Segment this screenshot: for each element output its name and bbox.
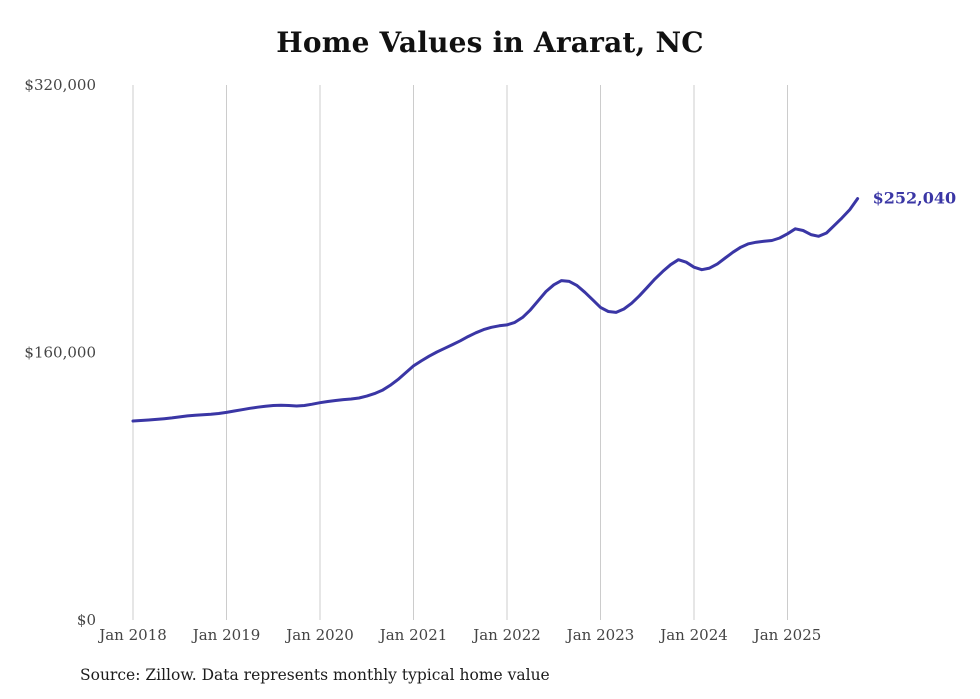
x-tick-label: Jan 2020 — [284, 626, 354, 644]
y-tick-label: $320,000 — [24, 76, 96, 94]
x-tick-label: Jan 2025 — [752, 626, 822, 644]
x-tick-label: Jan 2019 — [191, 626, 261, 644]
latest-value-label: $252,040 — [873, 189, 957, 208]
x-tick-label: Jan 2021 — [378, 626, 448, 644]
y-tick-label: $0 — [77, 611, 96, 629]
y-tick-label: $160,000 — [24, 344, 96, 362]
source-note: Source: Zillow. Data represents monthly … — [80, 666, 550, 684]
x-tick-label: Jan 2022 — [471, 626, 541, 644]
x-tick-label: Jan 2018 — [97, 626, 167, 644]
x-tick-label: Jan 2024 — [658, 626, 728, 644]
chart-title: Home Values in Ararat, NC — [276, 26, 704, 59]
plot-area: Jan 2018 Jan 2019 Jan 2020 Jan 2021 Jan 2022… — [24, 76, 957, 644]
home-value-line — [131, 197, 860, 423]
x-tick-label: Jan 2023 — [565, 626, 635, 644]
